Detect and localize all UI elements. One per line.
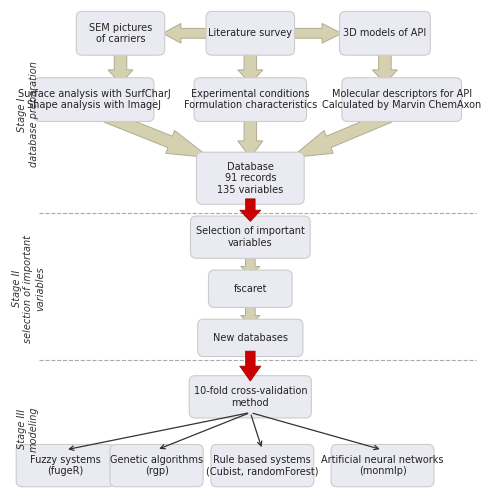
FancyBboxPatch shape — [340, 11, 430, 55]
Polygon shape — [238, 116, 263, 158]
Polygon shape — [163, 24, 208, 43]
FancyBboxPatch shape — [206, 11, 294, 55]
Polygon shape — [240, 302, 260, 325]
Text: Genetic algorithms
(rgp): Genetic algorithms (rgp) — [110, 455, 203, 476]
Polygon shape — [108, 49, 133, 83]
Polygon shape — [240, 351, 261, 381]
FancyBboxPatch shape — [342, 78, 462, 122]
Text: Fuzzy systems
(fugeR): Fuzzy systems (fugeR) — [30, 455, 100, 476]
FancyBboxPatch shape — [190, 376, 312, 418]
FancyBboxPatch shape — [76, 11, 164, 55]
Polygon shape — [104, 111, 210, 158]
Text: Experimental conditions
Formulation characteristics: Experimental conditions Formulation char… — [184, 89, 317, 111]
FancyBboxPatch shape — [331, 445, 434, 487]
Text: Rule based systems
(Cubist, randomForest): Rule based systems (Cubist, randomForest… — [206, 455, 318, 476]
Polygon shape — [291, 111, 392, 158]
FancyBboxPatch shape — [194, 78, 306, 122]
FancyBboxPatch shape — [190, 216, 310, 258]
Text: Stage II
selection of important
variables: Stage II selection of important variable… — [12, 235, 45, 343]
Text: 3D models of API: 3D models of API — [344, 28, 426, 39]
Text: Molecular descriptors for API
Calculated by Marvin ChemAxon: Molecular descriptors for API Calculated… — [322, 89, 482, 111]
FancyBboxPatch shape — [16, 445, 114, 487]
Text: Selection of important
variables: Selection of important variables — [196, 226, 305, 248]
Polygon shape — [292, 24, 342, 43]
Text: Stage III
modeling: Stage III modeling — [18, 406, 39, 452]
Text: Literature survey: Literature survey — [208, 28, 292, 39]
Polygon shape — [372, 49, 398, 83]
FancyBboxPatch shape — [198, 319, 303, 357]
Text: fscaret: fscaret — [234, 284, 267, 294]
FancyBboxPatch shape — [34, 78, 154, 122]
FancyBboxPatch shape — [208, 270, 292, 307]
Text: 10-fold cross-validation
method: 10-fold cross-validation method — [194, 386, 307, 408]
Text: Surface analysis with SurfCharJ
Shape analysis with ImageJ: Surface analysis with SurfCharJ Shape an… — [18, 89, 171, 111]
Text: Stage I
database preparation: Stage I database preparation — [18, 61, 39, 167]
FancyBboxPatch shape — [196, 152, 304, 204]
Text: SEM pictures
of carriers: SEM pictures of carriers — [89, 23, 152, 44]
Text: Database
91 records
135 variables: Database 91 records 135 variables — [217, 162, 284, 195]
Polygon shape — [240, 199, 261, 221]
Polygon shape — [240, 253, 260, 276]
Text: New databases: New databases — [213, 333, 288, 343]
Polygon shape — [238, 49, 263, 83]
FancyBboxPatch shape — [211, 445, 314, 487]
Text: Artificial neural networks
(monmlp): Artificial neural networks (monmlp) — [322, 455, 444, 476]
FancyBboxPatch shape — [110, 445, 203, 487]
